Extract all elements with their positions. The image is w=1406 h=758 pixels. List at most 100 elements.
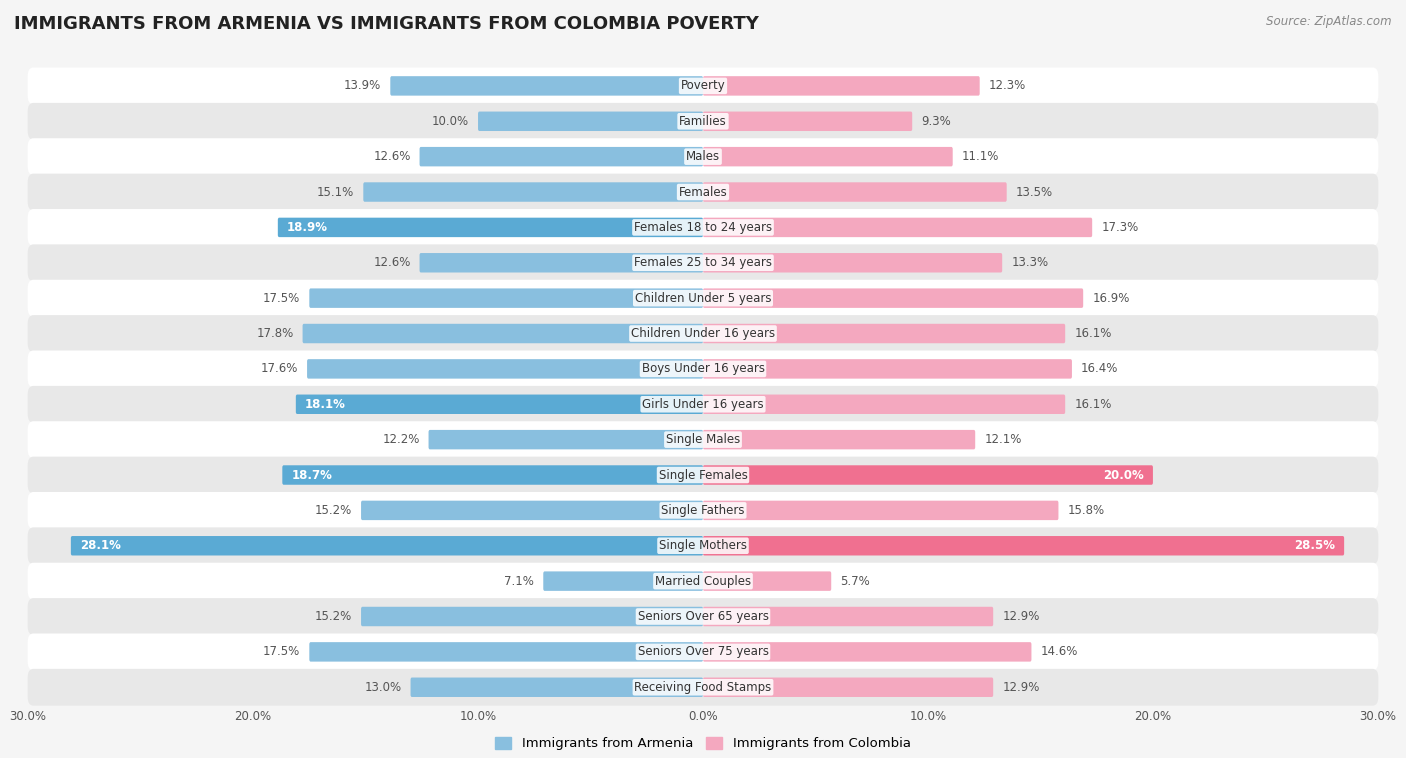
FancyBboxPatch shape (391, 76, 703, 96)
Text: Families: Families (679, 114, 727, 128)
FancyBboxPatch shape (278, 218, 703, 237)
FancyBboxPatch shape (28, 315, 1378, 352)
Text: 9.3%: 9.3% (921, 114, 950, 128)
Text: Single Fathers: Single Fathers (661, 504, 745, 517)
FancyBboxPatch shape (703, 606, 993, 626)
Text: Boys Under 16 years: Boys Under 16 years (641, 362, 765, 375)
Text: Receiving Food Stamps: Receiving Food Stamps (634, 681, 772, 694)
FancyBboxPatch shape (28, 634, 1378, 670)
FancyBboxPatch shape (703, 324, 1066, 343)
FancyBboxPatch shape (309, 642, 703, 662)
FancyBboxPatch shape (302, 324, 703, 343)
Text: Seniors Over 75 years: Seniors Over 75 years (637, 645, 769, 659)
Text: 17.6%: 17.6% (260, 362, 298, 375)
Text: Females 18 to 24 years: Females 18 to 24 years (634, 221, 772, 234)
Text: Children Under 16 years: Children Under 16 years (631, 327, 775, 340)
Text: Poverty: Poverty (681, 80, 725, 92)
Text: 12.1%: 12.1% (984, 433, 1022, 446)
Text: 7.1%: 7.1% (505, 575, 534, 587)
Text: Single Mothers: Single Mothers (659, 539, 747, 553)
FancyBboxPatch shape (28, 67, 1378, 105)
Text: 12.3%: 12.3% (988, 80, 1026, 92)
FancyBboxPatch shape (543, 572, 703, 591)
FancyBboxPatch shape (28, 138, 1378, 175)
FancyBboxPatch shape (28, 562, 1378, 600)
Text: 15.2%: 15.2% (315, 504, 352, 517)
FancyBboxPatch shape (361, 606, 703, 626)
Text: Married Couples: Married Couples (655, 575, 751, 587)
Text: 5.7%: 5.7% (841, 575, 870, 587)
FancyBboxPatch shape (361, 501, 703, 520)
FancyBboxPatch shape (703, 430, 976, 449)
Text: Single Females: Single Females (658, 468, 748, 481)
FancyBboxPatch shape (28, 456, 1378, 493)
Text: 12.6%: 12.6% (373, 256, 411, 269)
FancyBboxPatch shape (283, 465, 703, 485)
Text: 18.7%: 18.7% (291, 468, 332, 481)
Text: 12.2%: 12.2% (382, 433, 419, 446)
FancyBboxPatch shape (28, 103, 1378, 139)
Text: 18.9%: 18.9% (287, 221, 328, 234)
Text: 14.6%: 14.6% (1040, 645, 1078, 659)
Text: Single Males: Single Males (666, 433, 740, 446)
FancyBboxPatch shape (703, 395, 1066, 414)
Text: 28.1%: 28.1% (80, 539, 121, 553)
Text: 11.1%: 11.1% (962, 150, 1000, 163)
Text: Females 25 to 34 years: Females 25 to 34 years (634, 256, 772, 269)
FancyBboxPatch shape (703, 76, 980, 96)
Text: 13.0%: 13.0% (364, 681, 402, 694)
Text: Girls Under 16 years: Girls Under 16 years (643, 398, 763, 411)
FancyBboxPatch shape (703, 642, 1032, 662)
FancyBboxPatch shape (295, 395, 703, 414)
FancyBboxPatch shape (28, 350, 1378, 387)
Text: 16.9%: 16.9% (1092, 292, 1129, 305)
Text: 28.5%: 28.5% (1294, 539, 1336, 553)
FancyBboxPatch shape (703, 678, 993, 697)
Text: 13.5%: 13.5% (1015, 186, 1053, 199)
FancyBboxPatch shape (703, 501, 1059, 520)
FancyBboxPatch shape (703, 572, 831, 591)
Legend: Immigrants from Armenia, Immigrants from Colombia: Immigrants from Armenia, Immigrants from… (491, 731, 915, 756)
Text: 13.9%: 13.9% (344, 80, 381, 92)
FancyBboxPatch shape (28, 244, 1378, 281)
FancyBboxPatch shape (703, 465, 1153, 485)
FancyBboxPatch shape (28, 492, 1378, 529)
FancyBboxPatch shape (703, 218, 1092, 237)
Text: Source: ZipAtlas.com: Source: ZipAtlas.com (1267, 15, 1392, 28)
FancyBboxPatch shape (703, 289, 1083, 308)
Text: 12.9%: 12.9% (1002, 681, 1039, 694)
Text: Males: Males (686, 150, 720, 163)
Text: 12.9%: 12.9% (1002, 610, 1039, 623)
Text: 17.5%: 17.5% (263, 645, 301, 659)
Text: Females: Females (679, 186, 727, 199)
FancyBboxPatch shape (28, 528, 1378, 564)
FancyBboxPatch shape (703, 359, 1071, 379)
FancyBboxPatch shape (703, 111, 912, 131)
Text: 15.2%: 15.2% (315, 610, 352, 623)
FancyBboxPatch shape (28, 669, 1378, 706)
FancyBboxPatch shape (478, 111, 703, 131)
FancyBboxPatch shape (70, 536, 703, 556)
Text: 16.1%: 16.1% (1074, 398, 1112, 411)
FancyBboxPatch shape (363, 183, 703, 202)
Text: 10.0%: 10.0% (432, 114, 470, 128)
Text: 13.3%: 13.3% (1011, 256, 1049, 269)
Text: Seniors Over 65 years: Seniors Over 65 years (637, 610, 769, 623)
FancyBboxPatch shape (429, 430, 703, 449)
Text: 16.4%: 16.4% (1081, 362, 1118, 375)
Text: 12.6%: 12.6% (373, 150, 411, 163)
FancyBboxPatch shape (28, 209, 1378, 246)
Text: 17.3%: 17.3% (1101, 221, 1139, 234)
FancyBboxPatch shape (28, 280, 1378, 317)
Text: Children Under 5 years: Children Under 5 years (634, 292, 772, 305)
FancyBboxPatch shape (411, 678, 703, 697)
FancyBboxPatch shape (307, 359, 703, 379)
FancyBboxPatch shape (28, 598, 1378, 635)
Text: IMMIGRANTS FROM ARMENIA VS IMMIGRANTS FROM COLOMBIA POVERTY: IMMIGRANTS FROM ARMENIA VS IMMIGRANTS FR… (14, 15, 759, 33)
FancyBboxPatch shape (703, 536, 1344, 556)
FancyBboxPatch shape (28, 174, 1378, 211)
Text: 16.1%: 16.1% (1074, 327, 1112, 340)
FancyBboxPatch shape (703, 147, 953, 167)
FancyBboxPatch shape (28, 386, 1378, 423)
FancyBboxPatch shape (703, 183, 1007, 202)
